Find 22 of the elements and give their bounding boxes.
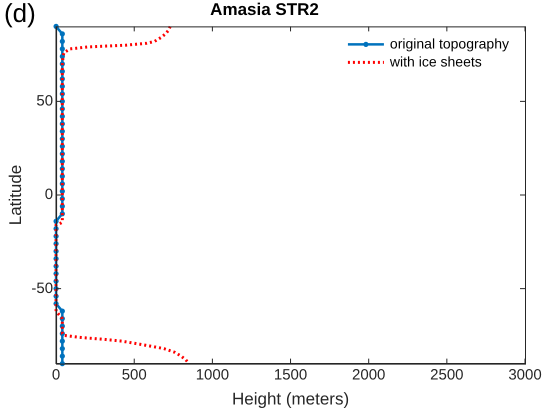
- chart-title: Amasia STR2: [210, 0, 319, 19]
- y-axis-title: Latitude: [6, 164, 25, 226]
- point: [60, 46, 65, 52]
- x-tick-label: 3000: [508, 366, 542, 384]
- point: [60, 354, 65, 359]
- point: [60, 31, 65, 36]
- y-tick-label: 50: [36, 92, 54, 110]
- legend-label: with ice sheets: [388, 53, 482, 70]
- legend-label: original topography: [390, 35, 510, 52]
- x-tick-label: 1500: [274, 366, 308, 384]
- text: (d): [4, 0, 36, 28]
- y-tick-label: -50: [31, 280, 54, 297]
- point: [60, 38, 65, 44]
- point: [60, 346, 65, 352]
- point: [60, 338, 65, 344]
- y-tick-label: 0: [44, 186, 54, 204]
- x-tick-label: 2000: [352, 366, 386, 384]
- x-tick-label: 500: [122, 366, 147, 384]
- point: [60, 308, 65, 314]
- x-tick-label: 1000: [196, 366, 230, 384]
- x-axis-title: Height (meters): [232, 389, 350, 408]
- x-tick-label: 2500: [430, 366, 464, 384]
